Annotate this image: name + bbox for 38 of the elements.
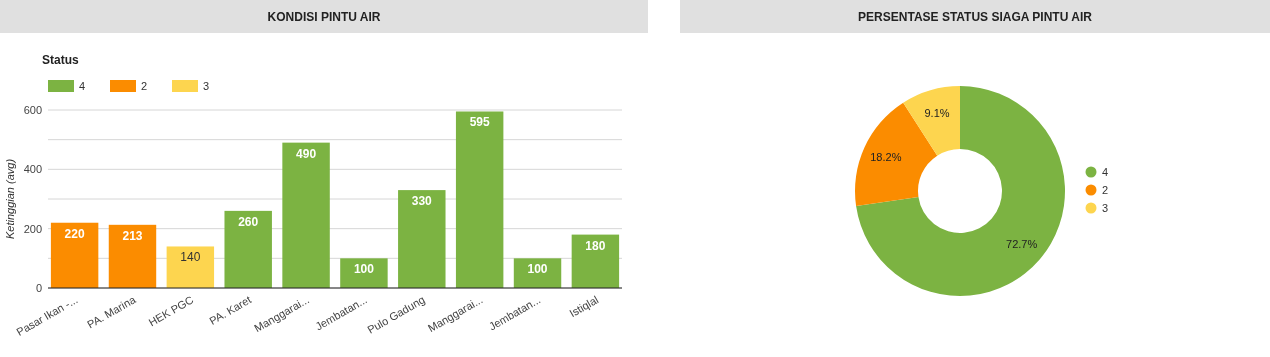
bar — [282, 142, 330, 288]
y-tick-label: 0 — [35, 282, 42, 294]
legend-label: 2 — [1102, 184, 1109, 196]
bar — [455, 111, 504, 288]
bar — [224, 210, 272, 288]
x-tick-label: HEK PGC — [146, 293, 196, 329]
chart-title: PERSENTASE STATUS SIAGA PINTU AIR — [858, 10, 1093, 24]
y-axis-title: Ketinggian (avg) — [4, 158, 16, 240]
data-label: 100 — [527, 262, 548, 277]
data-label: 180 — [585, 238, 606, 253]
data-label: 140 — [180, 250, 201, 265]
data-label: 18.2% — [870, 151, 902, 164]
y-tick-label: 200 — [23, 222, 42, 235]
bar — [50, 222, 99, 288]
data-label: 72.7% — [1006, 238, 1038, 251]
bar — [398, 190, 446, 288]
data-label: 220 — [64, 226, 85, 241]
chart-title: KONDISI PINTU AIR — [267, 10, 381, 24]
bar — [571, 234, 620, 288]
y-tick-label: 400 — [23, 163, 42, 176]
donut-slice — [856, 86, 1065, 296]
legend-title: Status — [42, 53, 79, 67]
data-label: 213 — [122, 228, 143, 243]
data-label: 490 — [296, 146, 317, 161]
legend-label: 3 — [1102, 202, 1109, 214]
legend-label: 3 — [203, 80, 210, 92]
y-tick-label: 600 — [23, 104, 42, 116]
data-label: 330 — [411, 194, 433, 209]
bar — [166, 246, 215, 288]
donut-slice — [903, 86, 960, 156]
legend-label: 4 — [79, 80, 86, 92]
legend-label: 4 — [1102, 166, 1109, 178]
bar — [108, 224, 157, 288]
data-label: 595 — [469, 115, 490, 130]
data-label: 260 — [238, 214, 259, 229]
data-label: 9.1% — [924, 106, 950, 119]
data-label: 100 — [353, 262, 375, 277]
legend-label: 2 — [141, 80, 148, 92]
